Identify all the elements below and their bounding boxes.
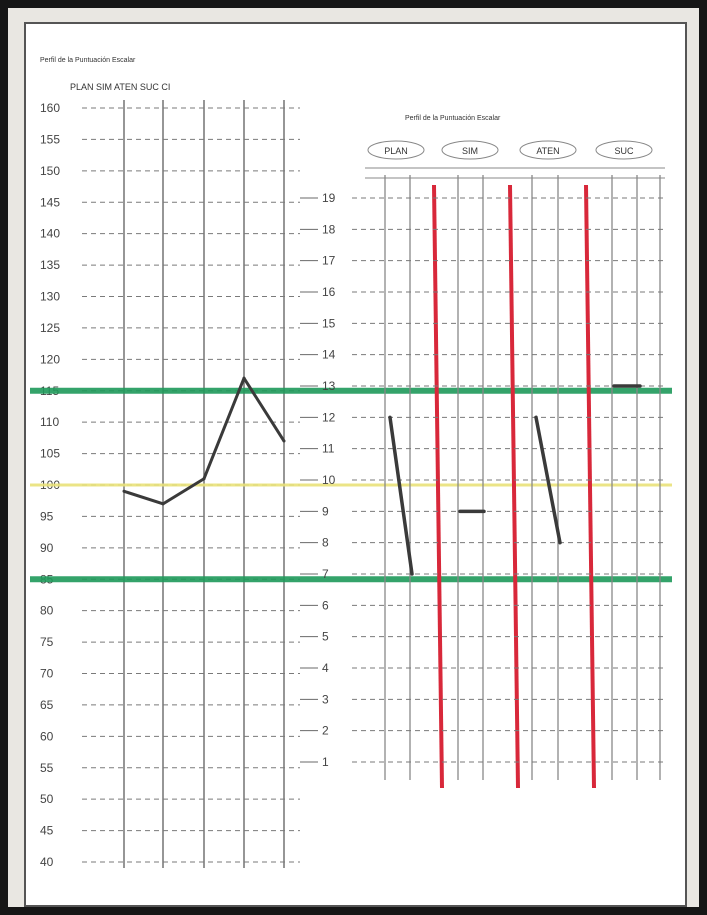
right-y-tick-label: 13 bbox=[322, 379, 336, 393]
group-header-label: ATEN bbox=[536, 146, 559, 156]
left-y-tick-label: 135 bbox=[40, 258, 60, 272]
scan-frame bbox=[8, 8, 699, 907]
standard-score-point bbox=[202, 477, 206, 481]
group-header-oval bbox=[519, 140, 577, 160]
right-y-tick-label: 19 bbox=[322, 191, 336, 205]
right-y-tick-label: 12 bbox=[322, 410, 336, 424]
right-y-tick-label: 4 bbox=[322, 661, 329, 675]
left-y-tick-label: 105 bbox=[40, 447, 60, 461]
standard-score-point bbox=[122, 489, 126, 493]
right-y-tick-label: 2 bbox=[322, 724, 329, 738]
left-y-tick-label: 145 bbox=[40, 195, 60, 209]
left-y-tick-label: 140 bbox=[40, 227, 60, 241]
right-y-tick-label: 10 bbox=[322, 473, 336, 487]
left-y-tick-label: 110 bbox=[40, 415, 59, 429]
right-y-tick-label: 18 bbox=[322, 222, 336, 236]
group-header-label: SUC bbox=[614, 146, 634, 156]
left-y-tick-label: 60 bbox=[40, 729, 54, 743]
left-y-tick-label: 125 bbox=[40, 321, 60, 335]
right-y-tick-label: 14 bbox=[322, 348, 336, 362]
left-chart-title: Perfil de la Puntuación Escalar bbox=[40, 57, 136, 64]
right-y-tick-label: 17 bbox=[322, 254, 336, 268]
scaled-score-chart: Perfil de la Puntuación Escalar 19181716… bbox=[300, 115, 665, 789]
left-y-tick-label: 95 bbox=[40, 509, 54, 523]
left-chart-subtitle: PLAN SIM ATEN SUC CI bbox=[70, 82, 170, 92]
right-y-tick-label: 11 bbox=[322, 442, 335, 456]
right-y-tick-label: 1 bbox=[322, 755, 329, 769]
right-y-tick-label: 9 bbox=[322, 504, 329, 518]
standard-score-point bbox=[282, 439, 286, 443]
left-y-tick-label: 65 bbox=[40, 698, 54, 712]
left-y-tick-label: 50 bbox=[40, 792, 54, 806]
right-y-tick-label: 16 bbox=[322, 285, 336, 299]
right-y-tick-label: 5 bbox=[322, 630, 329, 644]
scaled-score-segment bbox=[534, 415, 562, 545]
group-header-oval bbox=[367, 140, 425, 160]
group-header-label: SIM bbox=[462, 146, 478, 156]
left-y-tick-label: 45 bbox=[40, 824, 54, 838]
left-y-tick-label: 80 bbox=[40, 604, 54, 618]
left-y-tick-label: 155 bbox=[40, 132, 60, 146]
left-y-tick-label: 40 bbox=[40, 855, 54, 869]
left-y-tick-label: 70 bbox=[40, 667, 54, 681]
right-y-tick-label: 6 bbox=[322, 598, 329, 612]
group-separator-line bbox=[584, 184, 596, 789]
left-y-tick-label: 130 bbox=[40, 290, 60, 304]
group-header-oval bbox=[441, 140, 499, 160]
standard-score-chart: Perfil de la Puntuación Escalar PLAN SIM… bbox=[30, 57, 672, 869]
left-y-tick-label: 160 bbox=[40, 101, 60, 115]
scaled-score-segment bbox=[388, 415, 414, 576]
left-y-tick-label: 55 bbox=[40, 761, 54, 775]
group-separator-line bbox=[508, 184, 520, 789]
right-y-tick-label: 7 bbox=[322, 567, 329, 581]
standard-score-point bbox=[161, 502, 165, 506]
right-y-tick-label: 8 bbox=[322, 536, 329, 550]
left-y-tick-label: 150 bbox=[40, 164, 60, 178]
standard-score-point bbox=[242, 376, 246, 380]
right-y-tick-label: 15 bbox=[322, 316, 336, 330]
right-y-tick-label: 3 bbox=[322, 692, 329, 706]
group-header-oval bbox=[595, 140, 653, 160]
left-y-tick-label: 75 bbox=[40, 635, 54, 649]
left-y-tick-label: 90 bbox=[40, 541, 54, 555]
right-chart-title: Perfil de la Puntuación Escalar bbox=[405, 115, 501, 122]
group-header-label: PLAN bbox=[384, 146, 408, 156]
group-separator-line bbox=[432, 184, 444, 789]
left-y-tick-label: 120 bbox=[40, 352, 60, 366]
profile-sheet bbox=[24, 22, 687, 907]
